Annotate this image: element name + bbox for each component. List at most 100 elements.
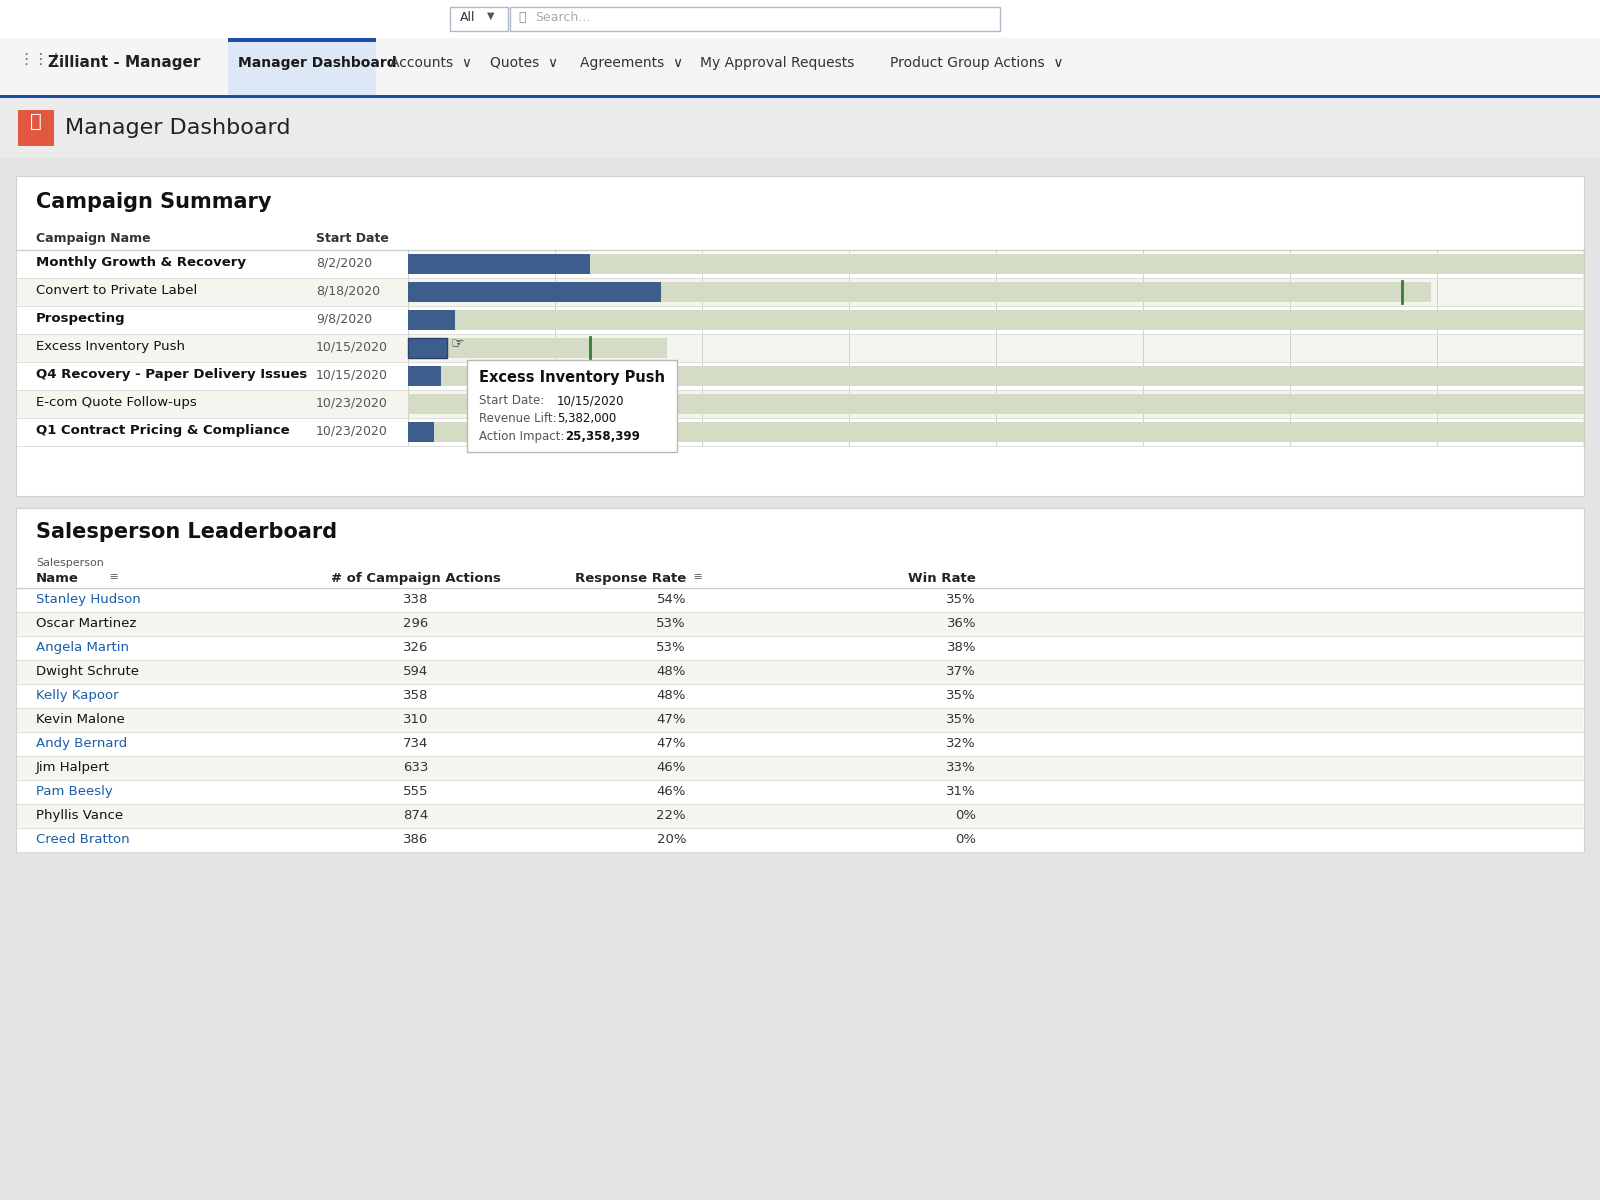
- Text: ⋮⋮⋮: ⋮⋮⋮: [18, 52, 64, 67]
- Text: Q1 Contract Pricing & Compliance: Q1 Contract Pricing & Compliance: [35, 424, 290, 437]
- Text: Manager Dashboard: Manager Dashboard: [238, 56, 397, 70]
- Text: Action Impact:: Action Impact:: [478, 430, 565, 443]
- Text: 46%: 46%: [656, 761, 686, 774]
- Bar: [229, 38, 376, 42]
- Bar: [0, 0, 1600, 38]
- Text: 47%: 47%: [656, 713, 686, 726]
- Bar: [408, 338, 667, 358]
- Text: Salesperson Leaderboard: Salesperson Leaderboard: [35, 522, 338, 542]
- Text: Zilliant - Manager: Zilliant - Manager: [48, 55, 200, 70]
- Bar: [16, 508, 1584, 852]
- Text: Excess Inventory Push: Excess Inventory Push: [35, 340, 186, 353]
- Bar: [18, 732, 1582, 756]
- Bar: [850, 250, 995, 446]
- Text: 31%: 31%: [946, 785, 976, 798]
- Text: Jim Halpert: Jim Halpert: [35, 761, 110, 774]
- Text: Dwight Schrute: Dwight Schrute: [35, 665, 139, 678]
- Bar: [18, 110, 54, 146]
- Text: 734: 734: [403, 737, 429, 750]
- Bar: [16, 176, 1584, 496]
- Text: 38%: 38%: [947, 641, 976, 654]
- Text: 54%: 54%: [656, 593, 686, 606]
- Text: Revenue Lift:: Revenue Lift:: [478, 412, 557, 425]
- Bar: [0, 166, 1600, 1200]
- Text: 0%: 0%: [955, 809, 976, 822]
- Bar: [467, 360, 677, 452]
- Bar: [408, 254, 590, 274]
- Text: Andy Bernard: Andy Bernard: [35, 737, 128, 750]
- Text: 35%: 35%: [946, 689, 976, 702]
- Bar: [408, 310, 454, 330]
- Text: Product Group Actions  ∨: Product Group Actions ∨: [890, 56, 1064, 70]
- Text: Response Rate: Response Rate: [574, 572, 686, 584]
- Text: 22%: 22%: [656, 809, 686, 822]
- Bar: [1290, 250, 1437, 446]
- Text: 10/15/2020: 10/15/2020: [317, 341, 387, 354]
- Bar: [18, 334, 1582, 362]
- Text: Convert to Private Label: Convert to Private Label: [35, 284, 197, 296]
- Bar: [702, 250, 850, 446]
- Text: Monthly Growth & Recovery: Monthly Growth & Recovery: [35, 256, 246, 269]
- Bar: [18, 804, 1582, 828]
- Text: 296: 296: [403, 617, 429, 630]
- Text: Start Date:: Start Date:: [478, 394, 544, 407]
- Text: 8/18/2020: 8/18/2020: [317, 284, 381, 298]
- Text: 594: 594: [403, 665, 429, 678]
- Text: Angela Martin: Angela Martin: [35, 641, 130, 654]
- Bar: [18, 362, 1582, 390]
- Text: 🔍: 🔍: [518, 11, 525, 24]
- Text: E-com Quote Follow-ups: E-com Quote Follow-ups: [35, 396, 197, 409]
- Text: 36%: 36%: [947, 617, 976, 630]
- Text: Stanley Hudson: Stanley Hudson: [35, 593, 141, 606]
- Bar: [0, 158, 1600, 166]
- Text: 37%: 37%: [946, 665, 976, 678]
- Bar: [408, 394, 1584, 414]
- Text: 555: 555: [403, 785, 429, 798]
- Text: Agreements  ∨: Agreements ∨: [579, 56, 683, 70]
- Text: 33%: 33%: [946, 761, 976, 774]
- Bar: [408, 282, 661, 302]
- Bar: [408, 366, 1584, 386]
- Text: 48%: 48%: [656, 665, 686, 678]
- Text: Pam Beesly: Pam Beesly: [35, 785, 112, 798]
- Bar: [18, 250, 1582, 278]
- Bar: [18, 418, 1582, 446]
- Text: 9/8/2020: 9/8/2020: [317, 313, 373, 326]
- Bar: [18, 684, 1582, 708]
- Bar: [1437, 250, 1584, 446]
- Bar: [18, 390, 1582, 418]
- Text: 386: 386: [403, 833, 429, 846]
- Text: Win Rate: Win Rate: [909, 572, 976, 584]
- Bar: [0, 98, 1600, 158]
- Text: ≡: ≡: [106, 572, 118, 582]
- Bar: [18, 306, 1582, 334]
- Text: Campaign Summary: Campaign Summary: [35, 192, 272, 212]
- Text: Q4 Recovery - Paper Delivery Issues: Q4 Recovery - Paper Delivery Issues: [35, 368, 307, 382]
- Text: Prospecting: Prospecting: [35, 312, 126, 325]
- Text: 10/15/2020: 10/15/2020: [557, 394, 624, 407]
- Text: # of Campaign Actions: # of Campaign Actions: [331, 572, 501, 584]
- Text: 35%: 35%: [946, 713, 976, 726]
- Text: ☞: ☞: [451, 336, 464, 350]
- Text: 32%: 32%: [946, 737, 976, 750]
- Text: Search...: Search...: [534, 11, 590, 24]
- Bar: [510, 7, 1000, 31]
- Text: 20%: 20%: [656, 833, 686, 846]
- Text: My Approval Requests: My Approval Requests: [701, 56, 854, 70]
- Text: Oscar Martinez: Oscar Martinez: [35, 617, 136, 630]
- Text: All: All: [461, 11, 475, 24]
- Text: Name: Name: [35, 572, 78, 584]
- Bar: [229, 38, 376, 95]
- Text: 326: 326: [403, 641, 429, 654]
- Text: Creed Bratton: Creed Bratton: [35, 833, 130, 846]
- Text: 47%: 47%: [656, 737, 686, 750]
- Text: ≡: ≡: [690, 572, 702, 582]
- Bar: [18, 636, 1582, 660]
- Text: 8/2/2020: 8/2/2020: [317, 257, 373, 270]
- Bar: [18, 756, 1582, 780]
- Bar: [408, 282, 1430, 302]
- Bar: [18, 708, 1582, 732]
- Text: 46%: 46%: [656, 785, 686, 798]
- Text: 10/23/2020: 10/23/2020: [317, 397, 387, 410]
- Bar: [18, 660, 1582, 684]
